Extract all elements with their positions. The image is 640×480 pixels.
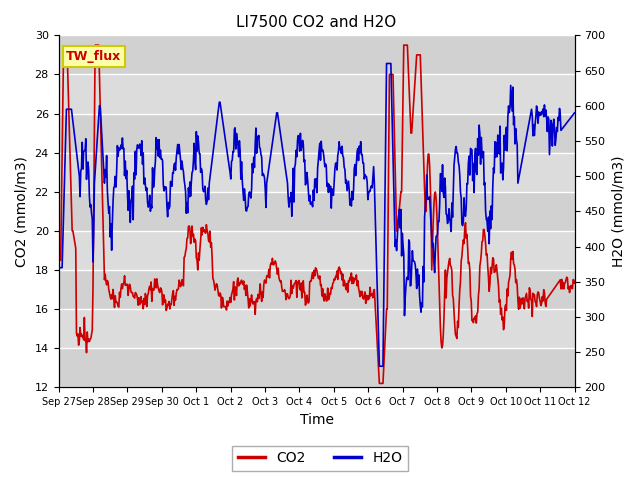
Y-axis label: H2O (mmol/m3): H2O (mmol/m3) [611,156,625,267]
Y-axis label: CO2 (mmol/m3): CO2 (mmol/m3) [15,156,29,267]
Bar [58,192,575,231]
Text: TW_flux: TW_flux [67,50,122,63]
Bar [58,348,575,387]
Legend: CO2, H2O: CO2, H2O [232,445,408,471]
Bar [58,270,575,309]
Bar [58,36,575,74]
Title: LI7500 CO2 and H2O: LI7500 CO2 and H2O [236,15,397,30]
X-axis label: Time: Time [300,413,333,427]
Bar [58,114,575,153]
